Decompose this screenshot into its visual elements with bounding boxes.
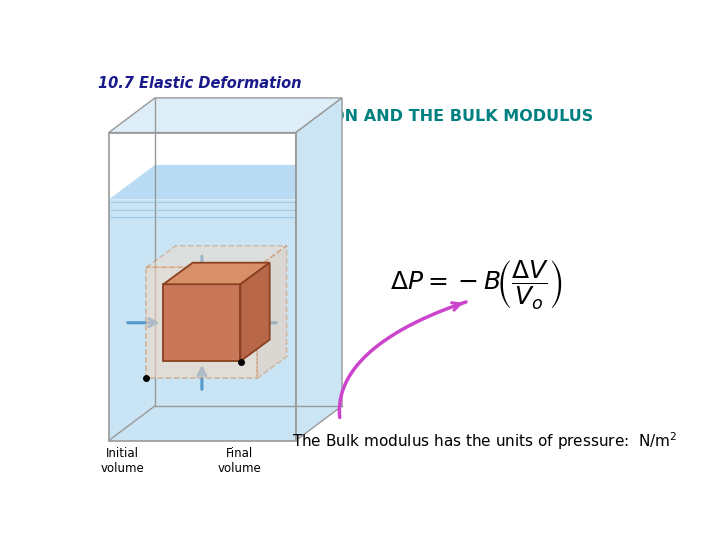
Polygon shape [257, 246, 287, 378]
Text: VOLUME DEFORMATION AND THE BULK MODULUS: VOLUME DEFORMATION AND THE BULK MODULUS [145, 110, 593, 124]
Polygon shape [146, 246, 287, 267]
Polygon shape [109, 200, 296, 441]
Polygon shape [296, 98, 342, 441]
Text: Initial
volume: Initial volume [101, 447, 145, 475]
Polygon shape [163, 284, 240, 361]
Polygon shape [146, 267, 257, 378]
Polygon shape [109, 165, 342, 200]
Polygon shape [109, 98, 342, 132]
Text: 10.7 Elastic Deformation: 10.7 Elastic Deformation [98, 76, 302, 91]
Polygon shape [163, 262, 270, 284]
Text: Final
volume: Final volume [217, 447, 261, 475]
Text: $\Delta P = -B\!\left(\dfrac{\Delta V}{V_o}\right)$: $\Delta P = -B\!\left(\dfrac{\Delta V}{V… [390, 258, 563, 310]
Polygon shape [296, 165, 342, 441]
Polygon shape [240, 262, 270, 361]
Text: The Bulk modulus has the units of pressure:  N/m$^2$: The Bulk modulus has the units of pressu… [292, 430, 678, 453]
